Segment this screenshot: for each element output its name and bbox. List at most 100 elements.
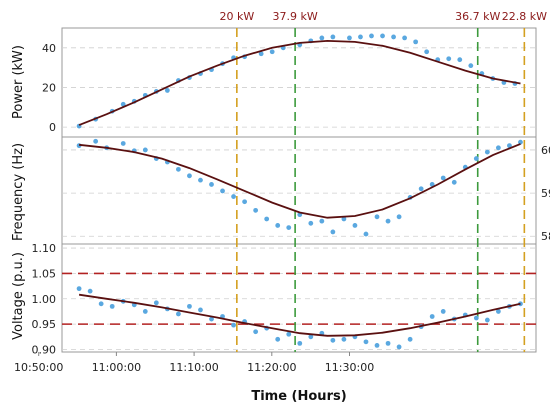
power-y-tick-label: 20 — [42, 81, 56, 94]
voltage-data-point — [275, 336, 281, 342]
event-label: 36.7 kW — [455, 10, 500, 23]
voltage-y-tick-label: 1.00 — [32, 293, 57, 306]
power-data-point — [413, 39, 419, 45]
voltage-data-point — [98, 301, 104, 307]
voltage-data-point — [253, 329, 259, 335]
voltage-data-point — [429, 314, 435, 319]
frequency-data-point — [374, 214, 380, 220]
fit-curves — [78, 39, 521, 337]
power-y-tick-label: 0 — [49, 121, 56, 134]
power-data-point — [380, 33, 385, 39]
frequency-data-point — [473, 156, 479, 161]
voltage-data-point — [176, 311, 181, 317]
frequency-data-point — [275, 223, 281, 228]
frequency-data-point — [209, 182, 214, 187]
x-tick-label: 11:30:00 — [325, 361, 374, 374]
frequency-data-point — [120, 141, 126, 146]
voltage-data-point — [385, 340, 391, 346]
frequency-data-point — [363, 231, 369, 237]
power-data-point — [358, 34, 363, 40]
x-axis-label: Time (Hours) — [251, 389, 346, 404]
voltage-data-point — [297, 340, 303, 346]
frequency-data-point — [253, 207, 259, 213]
voltage-data-point — [209, 316, 214, 322]
power-data-point — [164, 88, 170, 93]
voltage-data-point — [231, 322, 236, 328]
x-tick-label: 11:20:00 — [247, 361, 296, 374]
power-data-point — [120, 101, 126, 107]
voltage-y-tick-label: 0.95 — [32, 318, 57, 331]
voltage-data-point — [308, 334, 314, 340]
x-tick-label: 11:00:00 — [92, 361, 141, 374]
grid-lines — [62, 47, 536, 350]
power-data-point — [347, 35, 352, 41]
power-fit-line — [78, 39, 521, 126]
frequency-data-point — [341, 216, 347, 222]
frequency-data-point — [93, 138, 99, 144]
x-tick-label: 10:50:00 — [14, 361, 63, 374]
voltage-data-point — [374, 343, 380, 348]
frequency-data-point — [176, 166, 181, 172]
event-label: 22.8 kW — [502, 10, 547, 23]
frequency-data-point — [198, 177, 203, 183]
voltage-data-point — [198, 307, 203, 313]
power-data-point — [369, 33, 374, 39]
frequency-data-point — [242, 199, 248, 205]
event-lines — [236, 28, 526, 352]
power-data-point — [330, 34, 336, 40]
frequency-data-point — [187, 173, 192, 179]
tick-labels: 0 20 40 58 59 60 0.90 0.95 1.00 1.05 1.10 10:50:00 1… — [14, 42, 550, 374]
y-axis-label-power: Power (kW) — [11, 45, 26, 119]
power-data-point — [402, 35, 408, 41]
frequency-y-tick-label: 60 — [541, 144, 550, 157]
frequency-y-tick-label: 58 — [541, 230, 550, 243]
voltage-data-point — [440, 309, 446, 314]
voltage-fit-line — [78, 293, 521, 337]
frequency-data-point — [286, 225, 292, 231]
frequency-data-point — [484, 149, 490, 155]
frequency-y-tick-label: 59 — [541, 187, 550, 200]
y-axis-label-frequency: Frequency (Hz) — [11, 143, 26, 241]
frequency-data-point — [142, 147, 148, 153]
power-data-point — [457, 57, 463, 63]
event-label: 37.9 kW — [272, 10, 317, 23]
power-y-tick-label: 40 — [42, 42, 56, 55]
frequency-data-point — [231, 194, 236, 199]
voltage-data-point — [76, 286, 82, 292]
x-tick-label: 11:10:00 — [169, 361, 218, 374]
power-data-point — [258, 51, 264, 57]
frequency-data-point — [385, 218, 391, 224]
frequency-data-point — [495, 145, 501, 151]
frequency-data-point — [518, 139, 523, 145]
voltage-data-point — [363, 339, 369, 345]
voltage-data-point — [87, 288, 93, 294]
power-data-point — [391, 34, 396, 40]
power-data-point — [319, 35, 325, 41]
voltage-y-tick-label: 1.05 — [32, 267, 57, 280]
frequency-data-point — [264, 216, 270, 222]
frequency-data-point — [451, 179, 457, 185]
frequency-data-point — [319, 218, 325, 224]
voltage-data-point — [484, 317, 490, 323]
voltage-data-point — [330, 337, 336, 343]
voltage-data-point — [153, 300, 159, 306]
frequency-data-point — [396, 214, 402, 220]
power-data-point — [424, 49, 430, 55]
voltage-data-point — [109, 303, 115, 309]
frequency-data-point — [507, 143, 512, 149]
frequency-data-point — [440, 175, 446, 181]
power-data-point — [446, 56, 452, 62]
voltage-y-tick-label: 0.90 — [32, 343, 57, 356]
frequency-data-point — [418, 186, 424, 192]
frequency-data-point — [308, 220, 314, 226]
power-data-point — [269, 49, 275, 55]
frequency-data-point — [220, 188, 225, 194]
voltage-data-point — [142, 309, 148, 314]
voltage-data-point — [286, 331, 292, 337]
voltage-data-point — [473, 315, 479, 321]
frequency-fit-line — [79, 143, 521, 219]
event-label: 20 kW — [219, 10, 254, 23]
voltage-data-point — [495, 309, 501, 314]
voltage-y-tick-label: 1.10 — [32, 242, 57, 255]
